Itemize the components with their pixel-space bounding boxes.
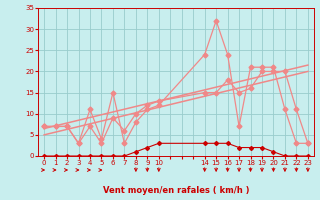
X-axis label: Vent moyen/en rafales ( km/h ): Vent moyen/en rafales ( km/h ) (103, 186, 249, 195)
